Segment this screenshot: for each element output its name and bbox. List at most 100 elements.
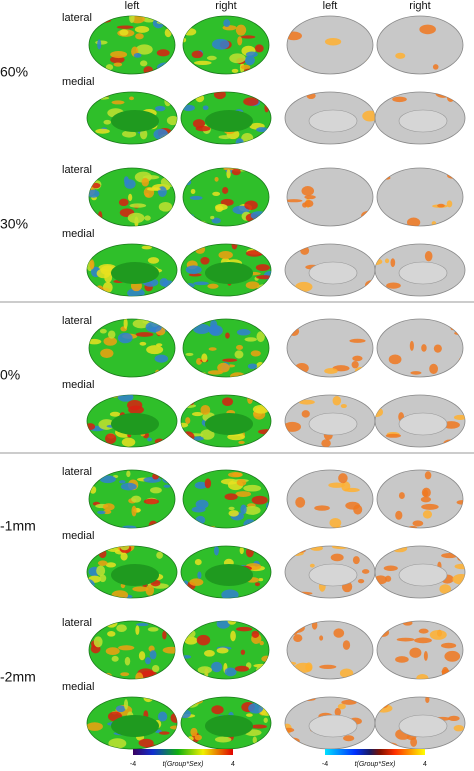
blob [295, 497, 306, 508]
blob [163, 395, 172, 404]
blob [299, 743, 306, 748]
blob [207, 370, 223, 375]
blob [197, 666, 212, 674]
brain-surface [86, 243, 178, 297]
view-label: medial [62, 681, 94, 693]
brain-surface [376, 15, 464, 75]
blob [439, 584, 452, 594]
blob [258, 520, 267, 528]
blob [191, 506, 206, 513]
blob [105, 647, 120, 655]
blob [102, 503, 115, 511]
blob [300, 621, 307, 624]
blob [364, 625, 373, 632]
blob [457, 94, 465, 98]
blob [246, 713, 253, 717]
blob [392, 96, 407, 103]
brain-surface [88, 167, 176, 227]
blob [141, 245, 153, 250]
blob [295, 281, 313, 292]
blob [105, 562, 117, 568]
blob [383, 176, 391, 180]
blob [190, 727, 198, 737]
blob [291, 624, 299, 636]
blob [395, 656, 409, 663]
blob [195, 515, 206, 525]
blob [452, 573, 465, 585]
brain-surface [376, 620, 464, 680]
blob [418, 628, 429, 634]
medial-wall [111, 715, 159, 737]
blob [422, 510, 433, 519]
blob [287, 518, 292, 528]
blob [351, 360, 359, 369]
blob [99, 475, 116, 484]
blob [247, 363, 258, 370]
blob [239, 546, 244, 555]
blob [157, 711, 168, 722]
blob [254, 44, 264, 53]
blob [200, 404, 211, 415]
blob [220, 198, 234, 206]
blob [365, 59, 373, 65]
blob [210, 215, 215, 220]
blob [158, 201, 173, 212]
blob [264, 546, 271, 556]
blob [110, 50, 128, 59]
blob [102, 282, 113, 293]
brain-surface [284, 545, 376, 599]
medial-wall [308, 109, 358, 133]
blob [256, 331, 265, 343]
blob [169, 99, 177, 106]
brain-surface [180, 394, 272, 448]
blob [238, 440, 245, 445]
blob [147, 244, 159, 246]
medial-wall [205, 715, 253, 737]
blob [240, 35, 256, 39]
blob [240, 649, 246, 655]
blob [124, 656, 131, 666]
blob [213, 92, 226, 100]
blob [97, 560, 108, 566]
blob [196, 634, 211, 646]
blob [234, 350, 244, 359]
blob [222, 358, 238, 362]
blob [377, 22, 382, 26]
blob [222, 186, 229, 194]
blob [152, 473, 159, 480]
blob [183, 655, 192, 659]
blob [230, 630, 236, 642]
blob [169, 437, 177, 446]
blob [263, 717, 268, 723]
blob [455, 700, 464, 705]
blob [87, 584, 93, 595]
blob [285, 550, 304, 556]
blob [211, 38, 230, 50]
blob [184, 636, 198, 645]
blob [416, 674, 429, 679]
blob [243, 97, 259, 106]
blob [243, 484, 262, 492]
blob [187, 736, 194, 741]
blob [235, 491, 252, 497]
view-label: lateral [62, 12, 92, 24]
blob [459, 250, 465, 258]
blob [127, 399, 143, 411]
row-label: -2mm [0, 669, 36, 685]
blob [378, 395, 388, 401]
blob [161, 395, 177, 401]
blob [143, 498, 160, 505]
blob [119, 480, 126, 484]
blob [166, 115, 177, 126]
brain-surface [374, 545, 466, 599]
blob [420, 496, 432, 503]
blob [160, 176, 175, 188]
medial-wall [205, 413, 253, 435]
blob [262, 132, 271, 140]
blob [236, 328, 251, 336]
blob [382, 742, 398, 749]
brain-surface [284, 696, 376, 750]
view-label: lateral [62, 315, 92, 327]
blob [160, 16, 175, 20]
blob [193, 323, 211, 335]
